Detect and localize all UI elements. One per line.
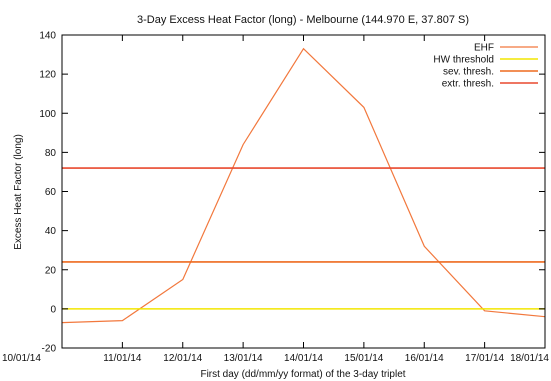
series-line-0 — [61, 47, 546, 324]
y-tick-label: 80 — [45, 148, 57, 159]
y-tick-label: 140 — [39, 31, 56, 42]
legend-label: EHF — [474, 43, 494, 54]
y-tick-label: 60 — [45, 187, 57, 198]
y-axis: -20 0 20 40 60 80 100 120 140 — [39, 31, 545, 355]
y-tick-label: 120 — [39, 70, 56, 81]
y-tick-label: 40 — [45, 226, 57, 237]
x-tick-label: 14/01/14 — [284, 353, 323, 364]
x-tick-label: 10/01/14 — [2, 353, 41, 364]
y-tick-label: -20 — [42, 344, 57, 355]
x-tick-label: 17/01/14 — [465, 353, 504, 364]
x-tick-label: 15/01/14 — [344, 353, 383, 364]
legend-label: extr. thresh. — [442, 79, 494, 90]
y-tick-label: 100 — [39, 109, 56, 120]
y-axis-label: Excess Heat Factor (long) — [13, 134, 24, 250]
plot-lines — [61, 47, 546, 324]
legend-label: sev. thresh. — [443, 67, 494, 78]
legend-label: HW threshold — [433, 55, 494, 66]
x-axis: 10/01/14 11/01/14 12/01/14 13/01/14 14/01/14… — [2, 35, 549, 364]
y-tick-label: 0 — [50, 304, 56, 315]
chart-title: 3-Day Excess Heat Factor (long) - Melbou… — [137, 14, 469, 26]
y-tick-label: 20 — [45, 265, 57, 276]
x-tick-label: 18/01/14 — [510, 353, 549, 364]
x-tick-label: 11/01/14 — [103, 353, 142, 364]
x-axis-label: First day (dd/mm/yy format) of the 3-day… — [200, 369, 405, 380]
x-tick-label: 12/01/14 — [163, 353, 202, 364]
x-tick-label: 16/01/14 — [405, 353, 444, 364]
x-tick-label: 13/01/14 — [224, 353, 263, 364]
